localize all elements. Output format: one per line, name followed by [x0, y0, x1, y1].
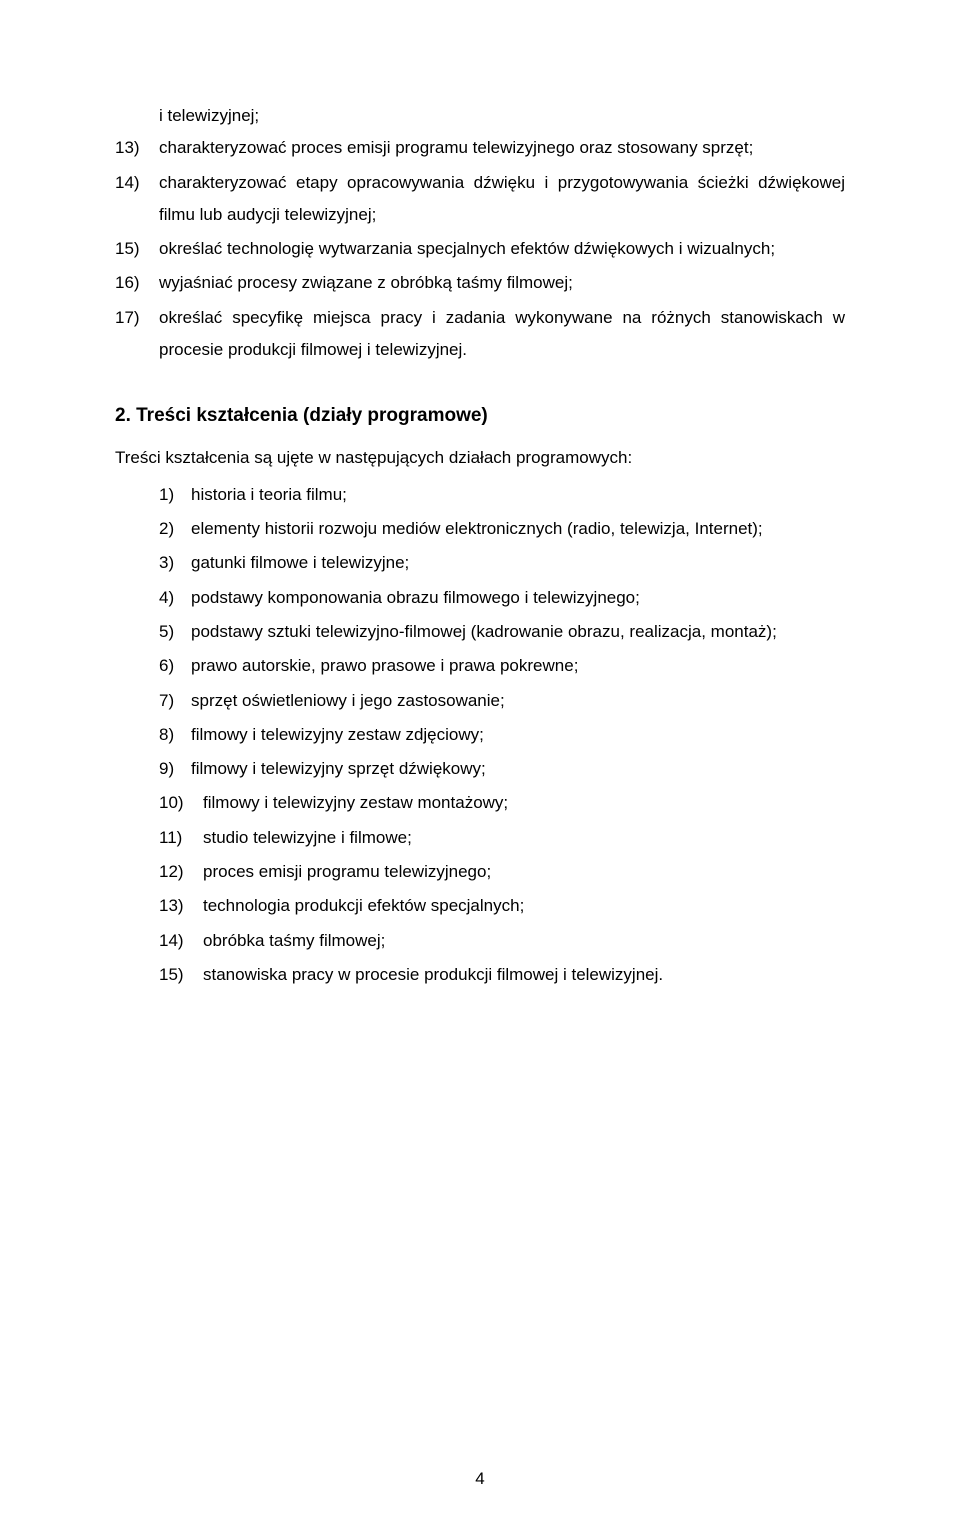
list-number: 12) — [159, 856, 203, 888]
list-item: 15) stanowiska pracy w procesie produkcj… — [115, 959, 845, 991]
list-number: 14) — [159, 925, 203, 957]
list-number: 8) — [159, 719, 191, 751]
list-number: 3) — [159, 547, 191, 579]
list-text: wyjaśniać procesy związane z obróbką taś… — [159, 267, 845, 299]
list-item: 13) technologia produkcji efektów specja… — [115, 890, 845, 922]
list-text: stanowiska pracy w procesie produkcji fi… — [203, 959, 845, 991]
list-item: 10) filmowy i telewizyjny zestaw montażo… — [115, 787, 845, 819]
continuation-line: i telewizyjnej; — [115, 100, 845, 132]
list-number: 15) — [159, 959, 203, 991]
list-item: 8) filmowy i telewizyjny zestaw zdjęciow… — [115, 719, 845, 751]
list-text: charakteryzować proces emisji programu t… — [159, 132, 845, 164]
list-number: 7) — [159, 685, 191, 717]
list-number: 2) — [159, 513, 191, 545]
list-number: 5) — [159, 616, 191, 648]
list-text: sprzęt oświetleniowy i jego zastosowanie… — [191, 685, 845, 717]
list-number: 10) — [159, 787, 203, 819]
list-text: prawo autorskie, prawo prasowe i prawa p… — [191, 650, 845, 682]
list-text: gatunki filmowe i telewizyjne; — [191, 547, 845, 579]
list-text: studio telewizyjne i filmowe; — [203, 822, 845, 854]
list-item: 2) elementy historii rozwoju mediów elek… — [115, 513, 845, 545]
list-number: 14) — [115, 167, 159, 232]
list-item: 14) charakteryzować etapy opracowywania … — [115, 167, 845, 232]
list-text: podstawy sztuki telewizyjno-filmowej (ka… — [191, 616, 845, 648]
list-number: 6) — [159, 650, 191, 682]
list-text: podstawy komponowania obrazu filmowego i… — [191, 582, 845, 614]
list-text: elementy historii rozwoju mediów elektro… — [191, 513, 845, 545]
list-item: 1) historia i teoria filmu; — [115, 479, 845, 511]
list-number: 13) — [159, 890, 203, 922]
list-text: proces emisji programu telewizyjnego; — [203, 856, 845, 888]
intro-text: Treści kształcenia są ujęte w następując… — [115, 442, 845, 474]
list-text: filmowy i telewizyjny zestaw zdjęciowy; — [191, 719, 845, 751]
list-item: 5) podstawy sztuki telewizyjno-filmowej … — [115, 616, 845, 648]
list-text: filmowy i telewizyjny sprzęt dźwiękowy; — [191, 753, 845, 785]
list-number: 4) — [159, 582, 191, 614]
list-number: 9) — [159, 753, 191, 785]
list-text: historia i teoria filmu; — [191, 479, 845, 511]
list-number: 16) — [115, 267, 159, 299]
list-item: 16) wyjaśniać procesy związane z obróbką… — [115, 267, 845, 299]
list-text: filmowy i telewizyjny zestaw montażowy; — [203, 787, 845, 819]
list-text: obróbka taśmy filmowej; — [203, 925, 845, 957]
list-item: 11) studio telewizyjne i filmowe; — [115, 822, 845, 854]
section-title: 2. Treści kształcenia (działy programowe… — [115, 398, 845, 434]
list-item: 3) gatunki filmowe i telewizyjne; — [115, 547, 845, 579]
list-item: 4) podstawy komponowania obrazu filmoweg… — [115, 582, 845, 614]
list-item: 9) filmowy i telewizyjny sprzęt dźwiękow… — [115, 753, 845, 785]
list-number: 15) — [115, 233, 159, 265]
list-item: 12) proces emisji programu telewizyjnego… — [115, 856, 845, 888]
list-item: 14) obróbka taśmy filmowej; — [115, 925, 845, 957]
page-number: 4 — [475, 1469, 484, 1489]
list-text: określać technologię wytwarzania specjal… — [159, 233, 845, 265]
list-number: 1) — [159, 479, 191, 511]
list-number: 17) — [115, 302, 159, 367]
list-text: określać specyfikę miejsca pracy i zadan… — [159, 302, 845, 367]
list-number: 13) — [115, 132, 159, 164]
list-item: 17) określać specyfikę miejsca pracy i z… — [115, 302, 845, 367]
list-item: 6) prawo autorskie, prawo prasowe i praw… — [115, 650, 845, 682]
list-item: 7) sprzęt oświetleniowy i jego zastosowa… — [115, 685, 845, 717]
document-content: i telewizyjnej; 13) charakteryzować proc… — [115, 100, 845, 991]
list-number: 11) — [159, 822, 203, 854]
list-text: technologia produkcji efektów specjalnyc… — [203, 890, 845, 922]
list-text: charakteryzować etapy opracowywania dźwi… — [159, 167, 845, 232]
list-item: 13) charakteryzować proces emisji progra… — [115, 132, 845, 164]
list-item: 15) określać technologię wytwarzania spe… — [115, 233, 845, 265]
